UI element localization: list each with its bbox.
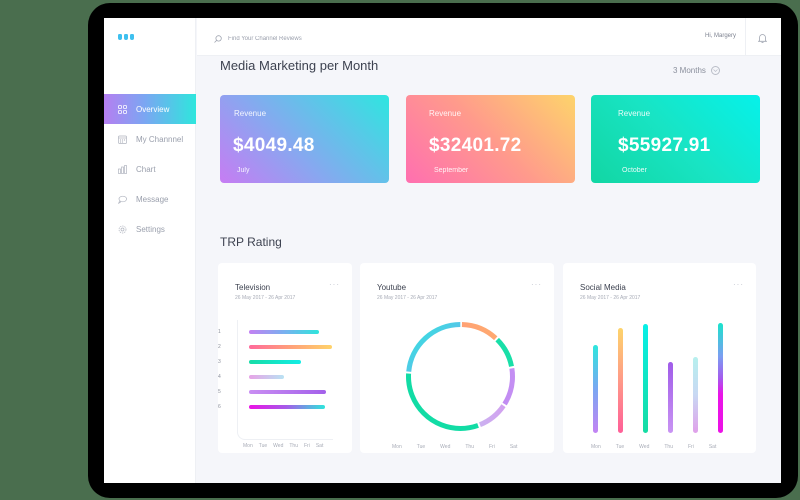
- sidebar-item-chart[interactable]: Chart: [104, 154, 196, 184]
- chart-bar: [668, 362, 673, 433]
- chart-bar: [249, 390, 326, 394]
- chart-row: 2: [218, 344, 332, 350]
- row-label: 2: [218, 344, 221, 350]
- chart-bar: [249, 330, 319, 334]
- revenue-label: Revenue: [429, 109, 462, 118]
- revenue-month: September: [434, 167, 469, 174]
- youtube-donut-chart: [406, 322, 515, 431]
- row-label: 1: [218, 329, 221, 335]
- chart-bar: [249, 375, 284, 379]
- more-options-icon[interactable]: ···: [531, 280, 542, 289]
- sidebar-nav: Overview My Channnel Chart Message: [104, 94, 196, 244]
- chart-card-social-media: Social Media 26 May 2017 - 26 Apr 2017 ·…: [563, 263, 756, 453]
- chart-bar: [718, 323, 723, 433]
- sidebar-item-label: Chart: [136, 164, 156, 174]
- card-glow: [421, 175, 560, 197]
- revenue-label: Revenue: [618, 109, 651, 118]
- search-input[interactable]: [228, 36, 378, 42]
- chart-title: Youtube: [377, 283, 407, 292]
- sidebar-item-label: Settings: [136, 224, 165, 234]
- chart-row: 5: [218, 389, 326, 395]
- range-selector[interactable]: 3 Months: [673, 66, 720, 75]
- revenue-card-september[interactable]: Revenue $32401.72 September: [406, 95, 575, 197]
- chart-bar: [249, 360, 301, 364]
- chart-bar: [593, 345, 598, 433]
- sidebar-item-message[interactable]: Message: [104, 184, 196, 214]
- x-axis: Mon Tue Wed Thu Fri Sat: [392, 444, 518, 450]
- sidebar-item-overview[interactable]: Overview: [104, 94, 196, 124]
- chart-card-youtube: Youtube 26 May 2017 - 26 Apr 2017 ···: [360, 263, 554, 453]
- sidebar-item-label: Message: [136, 194, 169, 204]
- chart-date-range: 26 May 2017 - 26 Apr 2017: [377, 295, 438, 301]
- chart-bar: [249, 405, 325, 409]
- gear-icon: [117, 224, 127, 234]
- search-bar: [214, 30, 378, 48]
- app-screen: Overview My Channnel Chart Message: [104, 18, 781, 483]
- row-label: 3: [218, 359, 221, 365]
- chart-row: 1: [218, 329, 319, 335]
- revenue-month: July: [237, 167, 250, 174]
- grid-icon: [117, 104, 127, 114]
- card-glow: [235, 175, 374, 197]
- row-label: 5: [218, 389, 221, 395]
- more-options-icon[interactable]: ···: [329, 280, 340, 289]
- sidebar-item-label: My Channnel: [136, 134, 184, 144]
- chart-title: Social Media: [580, 283, 626, 292]
- chart-row: 3: [218, 359, 301, 365]
- sidebar-item-settings[interactable]: Settings: [104, 214, 196, 244]
- x-axis: Mon Tue Wed Thu Fri Sat: [243, 443, 324, 449]
- sidebar-item-label: Overview: [136, 104, 170, 114]
- bell-icon[interactable]: [757, 30, 768, 48]
- chart-date-range: 26 May 2017 - 26 Apr 2017: [580, 295, 641, 301]
- revenue-month: October: [622, 167, 647, 174]
- chart-bar: [643, 324, 648, 433]
- search-icon[interactable]: [214, 30, 222, 48]
- chart-title: Television: [235, 283, 271, 292]
- chart-card-television: Television 26 May 2017 - 26 Apr 2017 ···…: [218, 263, 352, 453]
- revenue-card-october[interactable]: Revenue $55927.91 October: [591, 95, 760, 197]
- calendar-icon: [117, 134, 127, 144]
- row-label: 6: [218, 404, 221, 410]
- chart-bar: [693, 357, 698, 433]
- chart-row: 4: [218, 374, 284, 380]
- chevron-down-icon: [710, 66, 720, 75]
- sidebar-item-my-channel[interactable]: My Channnel: [104, 124, 196, 154]
- main-content: Media Marketing per Month 3 Months Reven…: [197, 56, 781, 483]
- header-divider: [745, 18, 746, 56]
- bar-chart-icon: [117, 164, 127, 174]
- chart-bar: [618, 328, 623, 433]
- x-axis: Mon Tue Wed Thu Fri Sat: [591, 444, 717, 450]
- range-label: 3 Months: [673, 66, 706, 75]
- revenue-amount: $4049.48: [233, 135, 315, 156]
- top-header: Hi, Margery: [197, 18, 781, 56]
- row-label: 4: [218, 374, 221, 380]
- revenue-amount: $32401.72: [429, 135, 522, 156]
- message-icon: [117, 194, 127, 204]
- chart-row: 6: [218, 404, 325, 410]
- television-bar-chart: 1 2 3 4 5 6: [218, 320, 333, 440]
- revenue-label: Revenue: [234, 109, 267, 118]
- app-logo-icon[interactable]: [118, 34, 134, 40]
- card-glow: [606, 175, 745, 197]
- chart-bar: [249, 345, 332, 349]
- section-title-trp: TRP Rating: [220, 235, 282, 249]
- page-title: Media Marketing per Month: [220, 58, 379, 73]
- social-media-bar-chart: [593, 320, 728, 433]
- revenue-card-july[interactable]: Revenue $4049.48 July: [220, 95, 389, 197]
- sidebar: Overview My Channnel Chart Message: [104, 18, 196, 483]
- revenue-amount: $55927.91: [618, 135, 711, 156]
- chart-date-range: 26 May 2017 - 26 Apr 2017: [235, 295, 296, 301]
- more-options-icon[interactable]: ···: [733, 280, 744, 289]
- user-greeting[interactable]: Hi, Margery: [705, 33, 737, 39]
